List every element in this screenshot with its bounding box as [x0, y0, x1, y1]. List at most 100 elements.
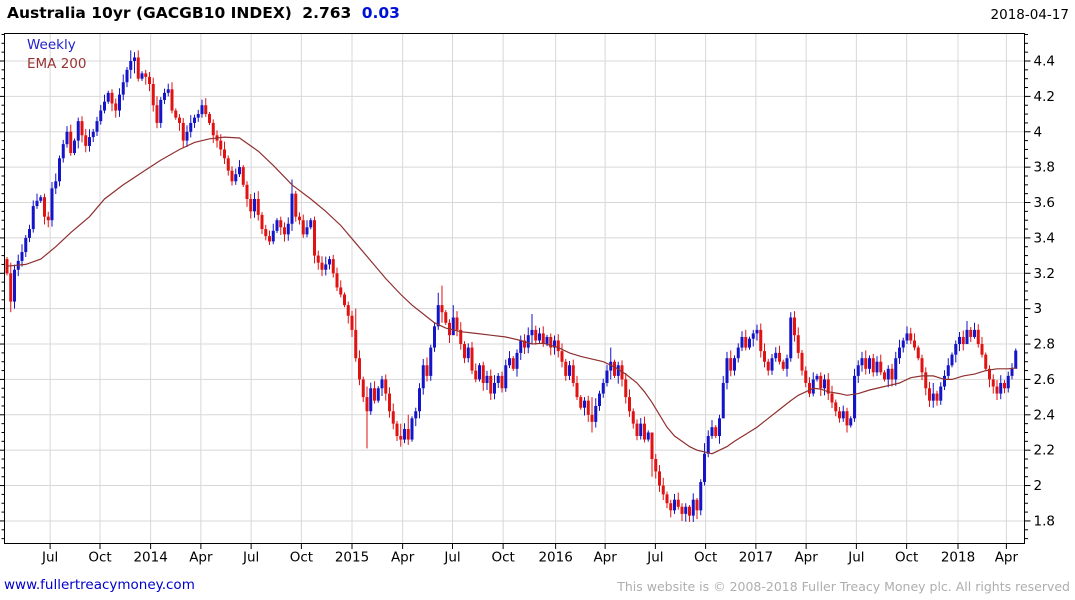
candle — [466, 343, 470, 363]
candle — [380, 375, 384, 397]
candle — [800, 350, 804, 376]
candle — [181, 117, 185, 148]
candle — [916, 345, 920, 361]
x-tick-label: Jul — [847, 550, 864, 566]
candle — [751, 329, 755, 347]
candle — [50, 181, 54, 227]
candle — [766, 358, 770, 376]
x-tick-label: Apr — [995, 550, 1019, 566]
candle — [965, 321, 969, 345]
candle — [99, 104, 103, 125]
candle — [886, 365, 890, 388]
candle — [815, 373, 819, 382]
x-axis: Jul Oct 2014 Apr Jul Oct 2015 Apr Jul Oct 2016 Apr J… — [41, 543, 1019, 566]
plot-border[interactable] — [4, 33, 1025, 544]
chart-date: 2018-04-17 — [990, 7, 1069, 23]
candle — [736, 343, 740, 363]
candle — [658, 465, 661, 492]
candle — [493, 375, 496, 400]
candle — [384, 374, 388, 401]
candle — [200, 99, 204, 118]
candle — [995, 380, 999, 400]
footer-copyright: This website is © 2008-2018 Fuller Treac… — [617, 579, 1070, 594]
candle — [909, 327, 913, 345]
candle — [43, 193, 46, 225]
candle — [118, 88, 121, 117]
candle — [639, 417, 643, 440]
candle — [54, 173, 58, 195]
candle — [470, 341, 474, 375]
candle — [564, 358, 568, 381]
candle — [279, 216, 283, 236]
candle — [1014, 348, 1018, 369]
candle — [463, 341, 466, 364]
candle — [526, 327, 530, 354]
candle — [418, 383, 421, 419]
y-tick-label: 4 — [1034, 124, 1043, 140]
vertical-gridlines — [49, 34, 1007, 543]
candle — [774, 347, 778, 362]
candle — [928, 381, 931, 408]
candle — [305, 220, 309, 238]
candle — [523, 334, 526, 354]
candle — [939, 382, 943, 405]
candle — [661, 477, 665, 501]
candle — [789, 312, 793, 362]
candle — [373, 381, 376, 404]
candle — [864, 350, 868, 375]
candle — [339, 280, 343, 298]
x-tick-label: 2014 — [133, 550, 167, 566]
candle — [511, 356, 515, 371]
candle — [403, 423, 406, 444]
candle — [388, 387, 391, 418]
horizontal-gridlines — [5, 60, 1024, 522]
candle — [95, 116, 99, 137]
candle — [669, 499, 673, 518]
candle — [868, 355, 871, 374]
y-tick-label: 3.6 — [1034, 195, 1055, 211]
candle — [841, 405, 845, 422]
y-tick-label: 2 — [1034, 478, 1043, 494]
candle — [568, 361, 571, 381]
candle — [204, 98, 208, 117]
candle — [346, 301, 350, 324]
candle — [714, 425, 718, 439]
candle — [721, 375, 725, 419]
candle — [710, 420, 714, 439]
candle — [560, 343, 564, 368]
x-tick-label: Jul — [646, 550, 663, 566]
candle — [369, 382, 373, 415]
legend-timeframe: Weekly — [27, 37, 76, 53]
candle — [871, 353, 875, 377]
candle — [290, 179, 294, 231]
x-tick-label: Apr — [391, 550, 415, 566]
candle — [980, 336, 984, 358]
candle — [691, 493, 695, 523]
x-tick-label: Oct — [694, 550, 717, 566]
candle — [913, 333, 916, 351]
candle — [583, 397, 586, 416]
candle — [151, 77, 155, 112]
last-price: 2.763 — [302, 4, 352, 22]
x-tick-label: Apr — [189, 550, 213, 566]
candle — [905, 326, 909, 345]
candle — [440, 285, 444, 323]
footer-website-link[interactable]: www.fullertreacymoney.com — [4, 577, 195, 593]
candle — [883, 370, 886, 382]
candle — [309, 218, 313, 230]
candle — [80, 116, 84, 143]
candle — [890, 363, 894, 387]
candle — [414, 407, 418, 427]
candle — [406, 414, 410, 445]
candle — [301, 214, 305, 238]
candle — [331, 254, 335, 278]
candle — [586, 395, 590, 422]
candle — [226, 155, 230, 176]
candle — [474, 363, 478, 383]
candle — [121, 74, 125, 101]
candle — [826, 373, 830, 400]
candle — [594, 398, 598, 428]
candle — [136, 50, 140, 82]
candle — [354, 308, 358, 362]
